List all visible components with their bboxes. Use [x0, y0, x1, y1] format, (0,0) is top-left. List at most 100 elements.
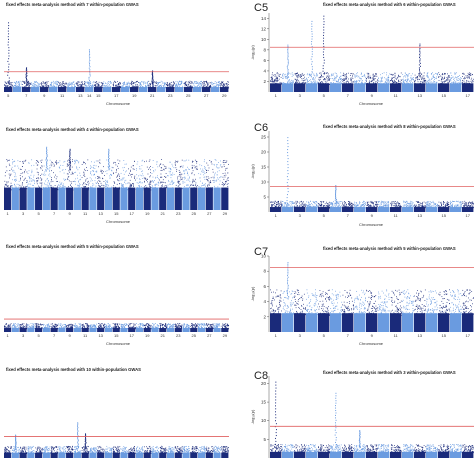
data-point	[21, 184, 23, 186]
data-point	[357, 83, 359, 85]
data-point	[84, 188, 85, 190]
data-point	[24, 86, 25, 88]
data-point	[348, 201, 350, 203]
chromosome-points-12	[67, 81, 76, 92]
data-point	[337, 80, 339, 82]
dense-points	[11, 187, 19, 210]
data-point	[114, 80, 115, 82]
data-point	[120, 187, 122, 189]
data-point	[28, 82, 29, 84]
data-point	[28, 83, 30, 85]
data-point	[157, 87, 159, 88]
x-tick-label: 11	[83, 211, 88, 216]
data-point	[337, 84, 338, 85]
dense-points	[4, 187, 12, 210]
peak-point	[89, 58, 91, 60]
data-point	[40, 180, 42, 182]
data-point	[107, 83, 108, 85]
peak-point	[323, 37, 325, 39]
data-point	[95, 185, 97, 187]
data-point	[137, 87, 139, 89]
data-point	[271, 81, 272, 83]
data-point	[306, 74, 308, 76]
data-point	[210, 177, 212, 179]
data-point	[134, 160, 135, 162]
data-point	[469, 83, 470, 84]
data-point	[27, 81, 29, 83]
data-point	[112, 188, 114, 190]
data-point	[127, 82, 128, 84]
data-point	[111, 174, 112, 176]
data-point	[98, 184, 99, 186]
data-point	[101, 189, 103, 191]
data-point	[134, 178, 135, 179]
data-point	[63, 81, 64, 83]
peak-point	[108, 160, 110, 162]
data-point	[10, 83, 12, 85]
data-point	[36, 180, 38, 182]
data-point	[343, 204, 344, 206]
data-point	[118, 186, 120, 188]
data-point	[62, 169, 64, 171]
data-point	[169, 161, 171, 163]
data-point	[185, 170, 187, 172]
data-point	[366, 83, 367, 85]
data-point	[192, 166, 193, 168]
data-point	[117, 86, 119, 87]
peak-points-chr-7	[25, 67, 28, 85]
data-point	[388, 82, 389, 84]
data-point	[149, 185, 150, 187]
data-point	[189, 169, 190, 170]
data-point	[340, 79, 341, 80]
data-point	[139, 83, 141, 85]
data-point	[31, 87, 32, 89]
data-point	[288, 73, 289, 75]
data-point	[186, 185, 188, 187]
data-point	[339, 82, 341, 83]
data-point	[292, 205, 294, 207]
data-point	[142, 81, 144, 83]
data-point	[132, 173, 134, 175]
dense-points	[49, 87, 58, 92]
data-point	[193, 81, 195, 83]
data-point	[119, 87, 121, 88]
data-point	[278, 204, 280, 206]
peak-point	[322, 65, 324, 67]
peak-point	[311, 30, 313, 33]
data-point	[60, 183, 61, 185]
data-point	[157, 84, 159, 86]
data-point	[4, 84, 5, 86]
data-point	[350, 83, 352, 85]
data-point	[131, 85, 133, 87]
data-point	[301, 207, 303, 209]
data-point	[176, 86, 177, 88]
data-point	[223, 83, 224, 85]
data-point	[450, 79, 452, 81]
data-point	[331, 206, 333, 208]
data-point	[172, 85, 174, 87]
data-point	[4, 84, 5, 86]
data-point	[15, 179, 16, 181]
data-point	[27, 173, 29, 174]
data-point	[399, 83, 401, 85]
data-point	[67, 87, 69, 89]
data-point	[151, 81, 152, 83]
data-point	[29, 83, 31, 85]
data-point	[94, 85, 96, 86]
data-point	[157, 84, 158, 86]
data-point	[177, 85, 178, 87]
data-point	[404, 82, 405, 84]
data-point	[46, 185, 48, 187]
data-point	[331, 202, 332, 204]
data-point	[103, 185, 105, 187]
chromosome-points-17	[128, 160, 136, 210]
data-point	[287, 206, 289, 208]
data-point	[148, 85, 150, 87]
data-point	[77, 83, 78, 85]
data-point	[287, 84, 289, 85]
data-point	[143, 177, 145, 179]
data-point	[217, 186, 219, 188]
data-point	[183, 82, 184, 84]
chromosome-points-12	[402, 72, 414, 92]
data-point	[164, 167, 166, 169]
